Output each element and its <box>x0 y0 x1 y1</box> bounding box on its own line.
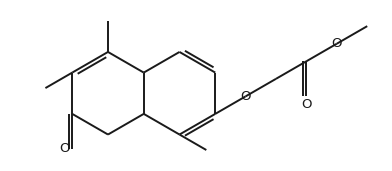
Text: O: O <box>60 142 70 155</box>
Text: O: O <box>301 98 312 111</box>
Text: O: O <box>332 37 342 50</box>
Text: O: O <box>240 90 251 103</box>
